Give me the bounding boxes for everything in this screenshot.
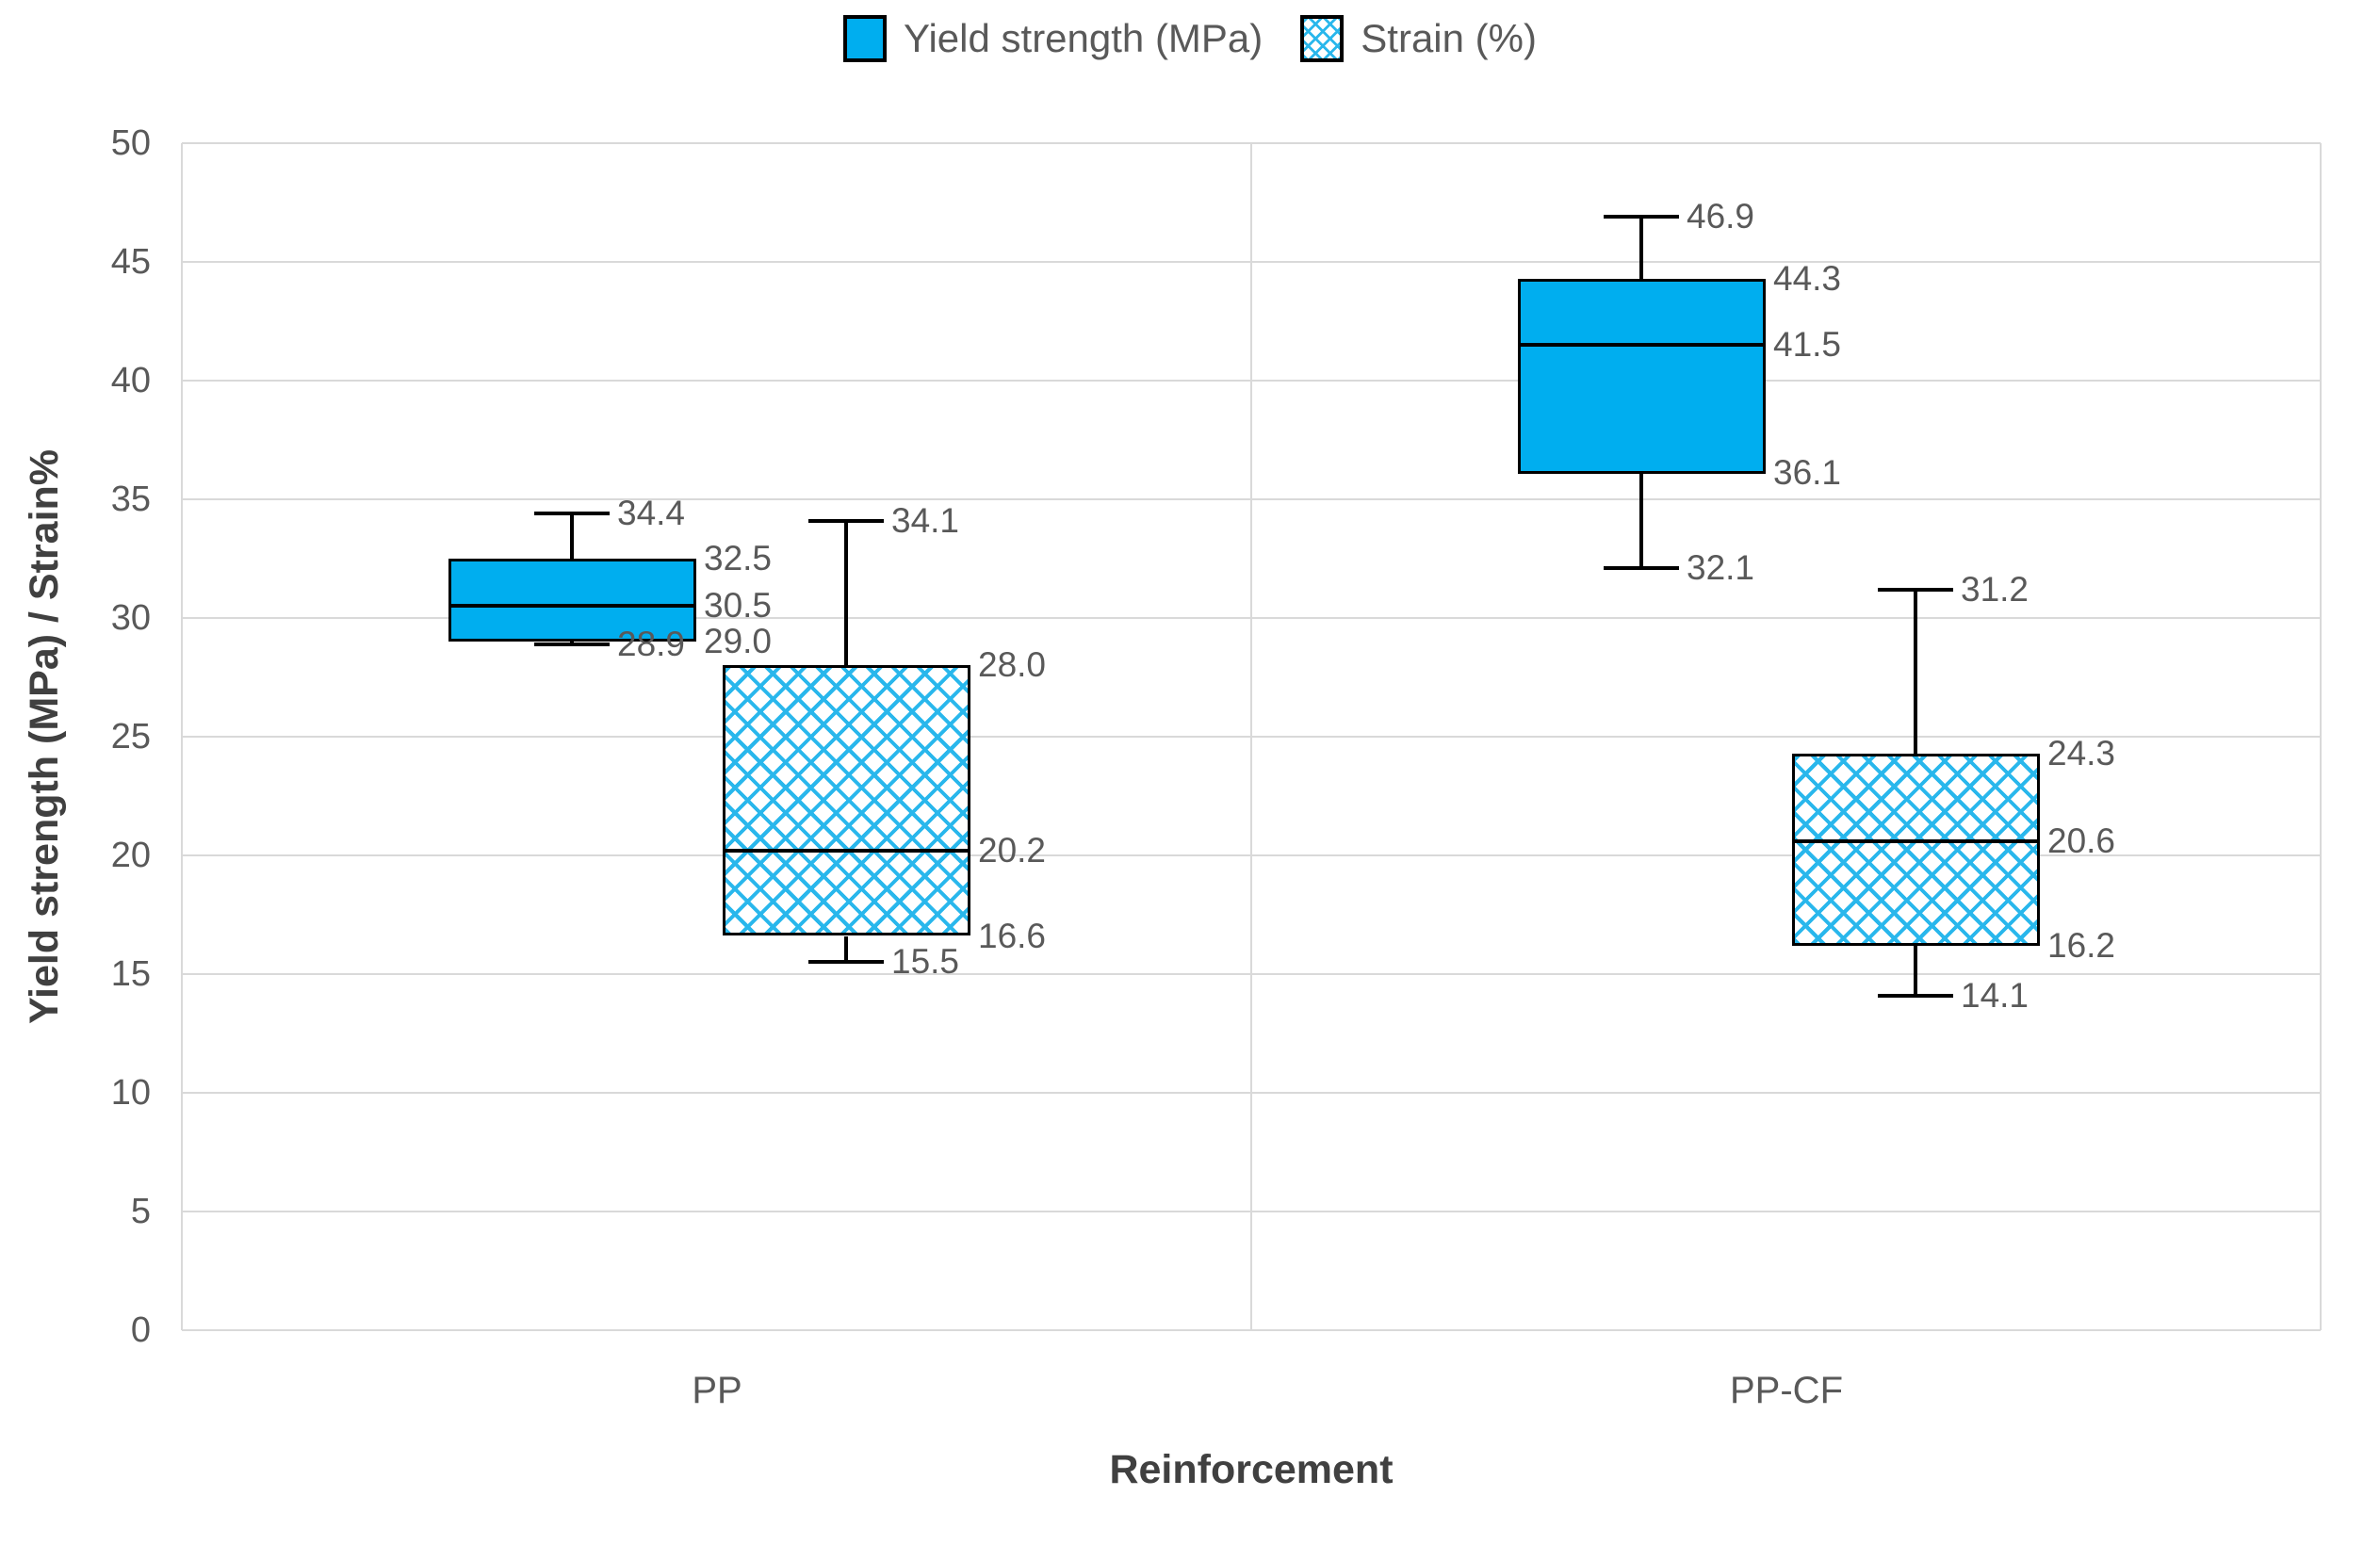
lower-whisker <box>1914 946 1917 996</box>
y-tick-label: 40 <box>110 361 151 400</box>
lower-whisker-cap <box>1878 994 1953 998</box>
lower-whisker <box>844 936 848 963</box>
upper-whisker-cap <box>534 512 610 515</box>
median-line <box>1792 839 2040 843</box>
x-axis-title: Reinforcement <box>1109 1447 1394 1492</box>
lower-whisker-cap <box>808 960 884 964</box>
y-tick-label: 15 <box>110 954 151 994</box>
y-tick-label: 45 <box>110 242 151 282</box>
y-tick-label: 50 <box>110 123 151 163</box>
lower-whisker-cap <box>1604 566 1679 570</box>
data-label-min: 15.5 <box>891 942 960 981</box>
box-pattern <box>723 665 970 935</box>
y-tick-label: 5 <box>130 1192 151 1231</box>
y-tick-label: 30 <box>110 598 151 638</box>
data-label-q3: 24.3 <box>2047 734 2116 772</box>
lower-whisker-cap <box>534 642 610 646</box>
y-tick-label: 0 <box>130 1310 151 1350</box>
data-label-q3: 28.0 <box>978 645 1047 684</box>
legend-label-strain: Strain (%) <box>1361 16 1537 60</box>
legend: Yield strength (MPa) Strain (%) <box>843 15 1537 62</box>
axis-line <box>2320 143 2322 1330</box>
upper-whisker <box>1639 217 1643 279</box>
data-label-q1: 29.0 <box>704 622 773 660</box>
upper-whisker <box>844 521 848 666</box>
box-solid <box>448 559 696 642</box>
data-label-median: 41.5 <box>1773 325 1842 364</box>
data-label-median: 20.6 <box>2047 821 2116 860</box>
axis-line <box>181 143 183 1330</box>
data-label-q3: 32.5 <box>704 539 773 577</box>
y-tick-label: 10 <box>110 1073 151 1113</box>
strain-swatch-icon <box>1300 15 1345 62</box>
category-divider-line <box>1250 143 1252 1330</box>
data-label-median: 20.2 <box>978 831 1047 870</box>
upper-whisker-cap <box>1878 588 1953 592</box>
y-tick-label: 20 <box>110 836 151 875</box>
upper-whisker-cap <box>1604 215 1679 219</box>
data-label-min: 28.9 <box>617 625 686 663</box>
box-pattern <box>1792 754 2040 946</box>
yield-strength-swatch-icon <box>843 15 888 62</box>
data-label-max: 34.1 <box>891 501 960 540</box>
y-tick-label: 25 <box>110 717 151 756</box>
data-label-q3: 44.3 <box>1773 259 1842 298</box>
median-line <box>1518 343 1766 347</box>
lower-whisker <box>1639 473 1643 568</box>
data-label-q1: 16.2 <box>2047 926 2116 965</box>
category-label: PP-CF <box>1730 1370 1843 1411</box>
data-label-max: 46.9 <box>1687 197 1755 236</box>
legend-item-strain: Strain (%) <box>1300 15 1537 62</box>
median-line <box>448 604 696 608</box>
y-tick-label: 35 <box>110 480 151 519</box>
data-label-q1: 36.1 <box>1773 453 1842 492</box>
data-label-q1: 16.6 <box>978 917 1047 955</box>
category-label: PP <box>692 1370 742 1411</box>
data-label-min: 14.1 <box>1961 976 2030 1015</box>
data-label-min: 32.1 <box>1687 548 1755 587</box>
data-label-max: 34.4 <box>617 494 686 532</box>
upper-whisker <box>1914 590 1917 754</box>
upper-whisker-cap <box>808 519 884 523</box>
median-line <box>723 849 970 853</box>
box-solid <box>1518 279 1766 474</box>
gridline <box>182 1329 2321 1331</box>
data-label-max: 31.2 <box>1961 570 2030 609</box>
data-label-median: 30.5 <box>704 586 773 625</box>
legend-item-yield-strength: Yield strength (MPa) <box>843 15 1263 62</box>
upper-whisker <box>570 513 574 559</box>
legend-label-yield-strength: Yield strength (MPa) <box>904 16 1263 60</box>
